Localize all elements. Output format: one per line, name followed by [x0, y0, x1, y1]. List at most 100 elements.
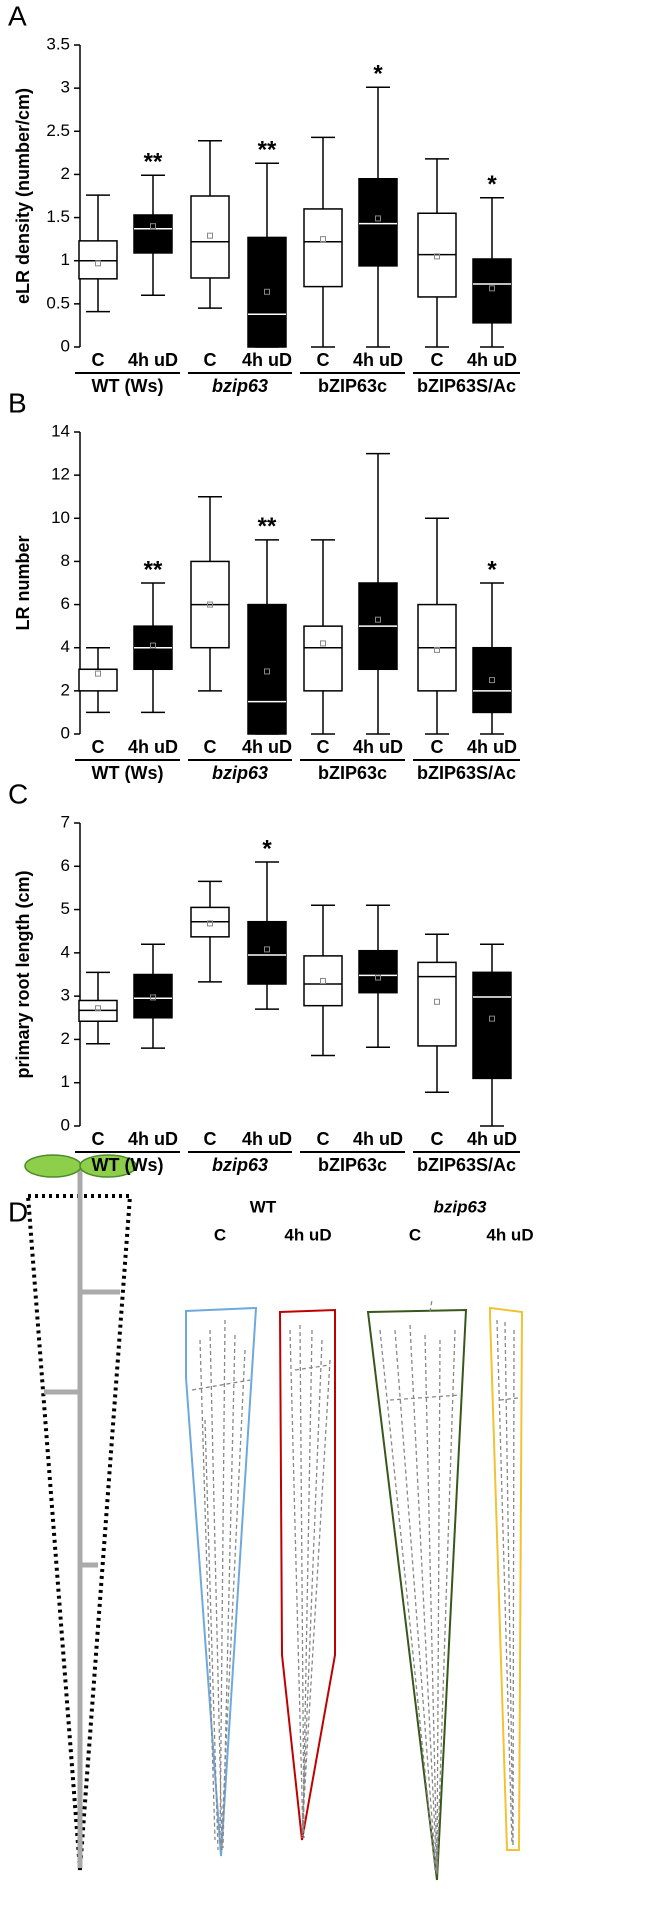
y-tick-label: 0.5: [46, 293, 70, 312]
mean-marker: [150, 223, 156, 230]
x-tick-label: C: [431, 737, 444, 757]
y-tick-label: 7: [61, 812, 70, 831]
significance: *: [262, 835, 272, 862]
y-axis-label: eLR density (number/cm): [13, 88, 33, 304]
condition-label: C: [409, 1225, 421, 1244]
box: [472, 971, 512, 1080]
mean-marker: [320, 236, 326, 243]
y-tick-label: 2: [61, 680, 70, 699]
box: [358, 177, 398, 267]
box: [133, 214, 173, 254]
box: [358, 949, 398, 994]
mean-marker: [320, 640, 326, 647]
mean-marker: [434, 646, 440, 653]
x-tick-label: C: [431, 350, 444, 370]
mean-marker: [207, 920, 213, 927]
x-tick-label: 4h uD: [128, 737, 178, 757]
y-tick-label: 1.5: [46, 207, 70, 226]
significance: **: [258, 513, 277, 540]
mean-marker: [375, 215, 381, 222]
x-tick-label: 4h uD: [467, 737, 517, 757]
x-tick-label: 4h uD: [242, 1129, 292, 1149]
y-tick-label: 0: [61, 1115, 70, 1134]
panel-letter: A: [8, 0, 27, 31]
mean-marker: [264, 946, 270, 953]
panel-letter: D: [8, 1196, 28, 1227]
x-tick-label: 4h uD: [353, 737, 403, 757]
group-label: bZIP63S/Ac: [417, 763, 516, 783]
x-tick-label: 4h uD: [467, 1129, 517, 1149]
y-tick-label: 3: [61, 78, 70, 97]
condition-label: 4h uD: [284, 1225, 331, 1244]
mean-marker: [264, 288, 270, 295]
group-label: bzip63: [212, 1155, 268, 1175]
y-tick-label: 1: [61, 250, 70, 269]
y-tick-label: 2.5: [46, 121, 70, 140]
y-tick-label: 6: [61, 856, 70, 875]
group-label: bZIP63c: [318, 376, 387, 396]
mean-marker: [489, 285, 495, 292]
y-axis-label: LR number: [13, 535, 33, 630]
box: [472, 646, 512, 714]
group-label: WT (Ws): [92, 763, 164, 783]
x-tick-label: C: [317, 737, 330, 757]
x-tick-label: C: [204, 1129, 217, 1149]
significance: *: [373, 61, 383, 88]
mean-marker: [207, 601, 213, 608]
x-tick-label: 4h uD: [242, 737, 292, 757]
y-tick-label: 4: [61, 637, 70, 656]
panel-letter: C: [8, 778, 28, 809]
mean-marker: [375, 616, 381, 623]
x-tick-label: 4h uD: [467, 350, 517, 370]
x-tick-label: 4h uD: [353, 1129, 403, 1149]
mean-marker: [489, 677, 495, 684]
group-label: bZIP63S/Ac: [417, 1155, 516, 1175]
y-tick-label: 14: [51, 421, 70, 440]
mean-marker: [95, 670, 101, 677]
box: [303, 955, 343, 1007]
y-tick-label: 3.5: [46, 34, 70, 53]
group-label: bzip63: [212, 376, 268, 396]
panel-letter: B: [8, 387, 27, 418]
x-tick-label: C: [204, 350, 217, 370]
mean-marker: [320, 977, 326, 984]
mean-marker: [264, 668, 270, 675]
box: [190, 195, 230, 279]
significance: **: [258, 137, 277, 164]
group-label: bzip63: [212, 763, 268, 783]
y-tick-label: 3: [61, 986, 70, 1005]
x-tick-label: C: [431, 1129, 444, 1149]
box: [303, 625, 343, 692]
box: [247, 236, 287, 348]
x-tick-label: C: [92, 350, 105, 370]
significance: **: [144, 149, 163, 176]
group-label: bZIP63S/Ac: [417, 376, 516, 396]
x-tick-label: 4h uD: [353, 350, 403, 370]
box: [133, 973, 173, 1019]
condition-label: 4h uD: [486, 1225, 533, 1244]
root-traces: [191, 1299, 519, 1876]
significance: *: [487, 556, 497, 583]
mean-marker: [95, 1005, 101, 1012]
box: [78, 668, 118, 692]
group-label: bZIP63c: [318, 763, 387, 783]
y-tick-label: 12: [51, 465, 70, 484]
y-tick-label: 10: [51, 508, 70, 527]
y-tick-label: 1: [61, 1072, 70, 1091]
box: [247, 920, 287, 985]
mean-marker: [95, 260, 101, 267]
y-tick-label: 0: [61, 336, 70, 355]
y-axis-label: primary root length (cm): [13, 870, 33, 1078]
group-label: bzip63: [434, 1197, 487, 1216]
x-tick-label: C: [92, 1129, 105, 1149]
mean-marker: [434, 253, 440, 260]
x-tick-label: C: [317, 350, 330, 370]
significance: *: [487, 171, 497, 198]
mean-marker: [375, 974, 381, 981]
x-tick-label: C: [204, 737, 217, 757]
y-tick-label: 6: [61, 594, 70, 613]
box: [78, 240, 118, 280]
mean-marker: [150, 994, 156, 1001]
box: [303, 208, 343, 288]
